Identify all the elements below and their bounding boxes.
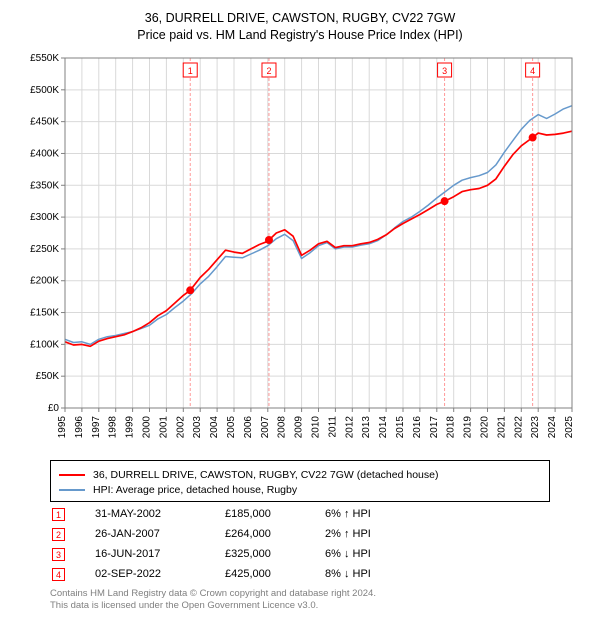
y-tick-label: £150K [30,308,59,319]
chart-marker-number: 1 [188,66,193,76]
y-tick-label: £200K [30,276,59,287]
x-tick-label: 1999 [125,416,136,439]
x-tick-label: 2012 [344,416,355,439]
legend-item: 36, DURRELL DRIVE, CAWSTON, RUGBY, CV22 … [59,467,541,482]
x-tick-label: 2005 [226,416,237,439]
y-tick-label: £0 [48,403,60,414]
chart-marker-number: 2 [266,66,271,76]
transaction-dot [441,197,449,205]
x-tick-label: 2004 [209,416,220,439]
x-tick-label: 2000 [142,416,153,439]
transaction-date: 26-JAN-2007 [95,528,225,540]
x-tick-label: 2022 [513,416,524,439]
legend-swatch [59,489,85,491]
y-tick-label: £250K [30,244,59,255]
transaction-dot [265,236,273,244]
x-tick-label: 2003 [192,416,203,439]
transaction-price: £185,000 [225,508,325,520]
x-tick-label: 2023 [530,416,541,439]
title-subtitle: Price paid vs. HM Land Registry's House … [0,27,600,44]
y-tick-label: £100K [30,339,59,350]
legend-swatch [59,474,85,476]
transaction-date: 31-MAY-2002 [95,508,225,520]
x-tick-label: 2008 [277,416,288,439]
transaction-row: 1 31-MAY-2002£185,0006% ↑ HPI [50,504,550,524]
title-block: 36, DURRELL DRIVE, CAWSTON, RUGBY, CV22 … [0,0,600,44]
transaction-price: £425,000 [225,568,325,580]
x-tick-label: 2011 [327,416,338,438]
transaction-dot [529,134,537,142]
y-tick-label: £300K [30,212,59,223]
y-tick-label: £500K [30,85,59,96]
y-tick-label: £400K [30,148,59,159]
page: 36, DURRELL DRIVE, CAWSTON, RUGBY, CV22 … [0,0,600,620]
footer-line1: Contains HM Land Registry data © Crown c… [50,588,376,600]
transaction-delta: 2% ↑ HPI [325,528,415,540]
transaction-marker: 4 [52,568,65,581]
x-tick-label: 1995 [57,416,68,439]
x-tick-label: 1996 [74,416,85,439]
x-tick-label: 2024 [547,416,558,439]
transaction-price: £325,000 [225,548,325,560]
y-tick-label: £50K [36,371,60,382]
x-tick-label: 2020 [480,416,491,439]
transaction-date: 02-SEP-2022 [95,568,225,580]
chart-svg: 1 2 3 4 £0 £50K £100K £150K £200K £250K £300K £350K… [20,50,580,450]
legend-label: 36, DURRELL DRIVE, CAWSTON, RUGBY, CV22 … [93,469,438,481]
x-tick-label: 2021 [496,416,507,439]
x-tick-label: 2014 [378,416,389,439]
x-tick-label: 2006 [243,416,254,439]
y-tick-label: £550K [30,53,59,64]
x-tick-label: 1997 [91,416,102,439]
x-tick-label: 2015 [395,416,406,439]
x-tick-label: 2001 [158,416,169,439]
x-tick-label: 2019 [463,416,474,439]
chart: 1 2 3 4 £0 £50K £100K £150K £200K £250K £300K £350K… [20,50,580,450]
transaction-row: 4 02-SEP-2022£425,0008% ↓ HPI [50,564,550,584]
transaction-date: 16-JUN-2017 [95,548,225,560]
footer: Contains HM Land Registry data © Crown c… [50,588,376,613]
transaction-delta: 6% ↑ HPI [325,508,415,520]
x-tick-label: 2002 [175,416,186,439]
x-tick-label: 2010 [311,416,322,439]
chart-marker-number: 4 [530,66,535,76]
transaction-row: 2 26-JAN-2007£264,0002% ↑ HPI [50,524,550,544]
transaction-dot [186,286,194,294]
transaction-marker: 1 [52,508,65,521]
y-tick-label: £450K [30,117,59,128]
transaction-delta: 6% ↓ HPI [325,548,415,560]
x-tick-label: 2007 [260,416,271,439]
legend: 36, DURRELL DRIVE, CAWSTON, RUGBY, CV22 … [50,460,550,502]
x-tick-label: 2016 [412,416,423,439]
transactions-table: 1 31-MAY-2002£185,0006% ↑ HPI 2 26-JAN-2007… [50,504,550,584]
transaction-row: 3 16-JUN-2017£325,0006% ↓ HPI [50,544,550,564]
title-address: 36, DURRELL DRIVE, CAWSTON, RUGBY, CV22 … [0,10,600,27]
chart-marker-number: 3 [442,66,447,76]
footer-line2: This data is licensed under the Open Gov… [50,600,376,612]
transaction-marker: 2 [52,528,65,541]
transaction-price: £264,000 [225,528,325,540]
x-tick-label: 1998 [108,416,119,439]
x-tick-label: 2013 [361,416,372,439]
legend-label: HPI: Average price, detached house, Rugb… [93,484,297,496]
x-tick-label: 2018 [446,416,457,439]
transaction-marker: 3 [52,548,65,561]
x-tick-label: 2017 [429,416,440,439]
transaction-delta: 8% ↓ HPI [325,568,415,580]
y-tick-label: £350K [30,180,59,191]
x-tick-label: 2025 [564,416,575,439]
legend-item: HPI: Average price, detached house, Rugb… [59,482,541,497]
x-tick-label: 2009 [294,416,305,439]
